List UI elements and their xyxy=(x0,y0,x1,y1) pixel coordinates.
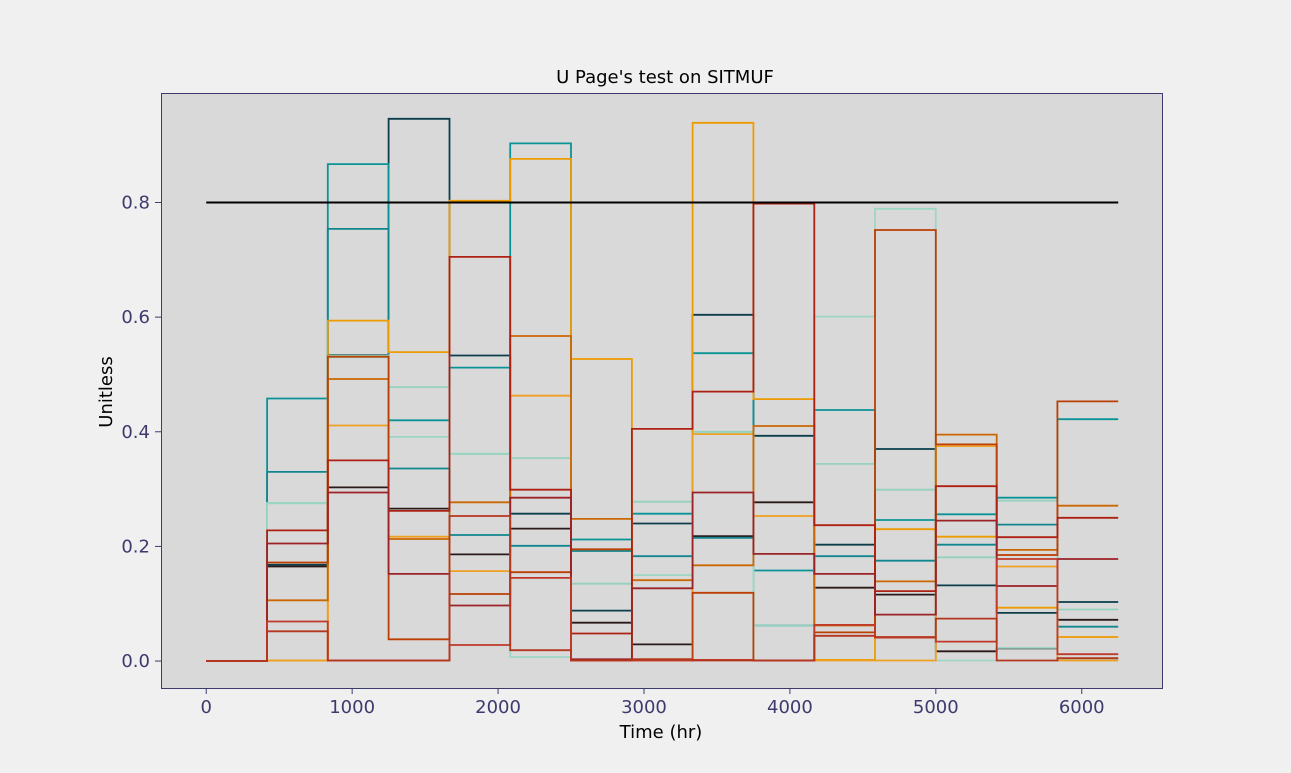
y-tick-label: 0.4 xyxy=(121,422,150,443)
x-tick-label: 3000 xyxy=(621,697,667,718)
series-2-step-line xyxy=(206,486,1119,662)
chart-title: U Page's test on SITMUF xyxy=(556,67,774,88)
series-3-step-line xyxy=(206,142,1119,662)
y-tick-label: 0.0 xyxy=(121,651,150,672)
x-axis: 0 1000 2000 3000 4000 5000 6000 xyxy=(201,688,1105,718)
y-tick-label: 0.2 xyxy=(121,536,150,557)
series-5-step-line xyxy=(206,354,1119,662)
y-axis-label: Unitless xyxy=(96,356,117,427)
x-tick-label: 6000 xyxy=(1059,697,1105,718)
series-11-step-line xyxy=(206,202,1119,662)
plot-frame xyxy=(161,93,1163,689)
x-tick-label: 4000 xyxy=(767,697,813,718)
series-14-step-line xyxy=(206,515,1119,662)
x-tick-label: 0 xyxy=(201,697,212,718)
y-tick-label: 0.6 xyxy=(121,307,150,328)
series-9-step-line xyxy=(206,335,1119,662)
x-axis-label: Time (hr) xyxy=(619,722,703,743)
x-tick-label: 5000 xyxy=(913,697,959,718)
x-tick-label: 1000 xyxy=(329,697,375,718)
y-axis: 0.0 0.2 0.4 0.6 0.8 xyxy=(121,192,161,672)
series-4-step-line xyxy=(206,228,1119,662)
plot-area xyxy=(161,93,1162,688)
x-tick-label: 2000 xyxy=(475,697,521,718)
series-12-step-line xyxy=(206,491,1119,662)
y-tick-label: 0.8 xyxy=(121,192,150,213)
series-layer xyxy=(206,117,1119,662)
